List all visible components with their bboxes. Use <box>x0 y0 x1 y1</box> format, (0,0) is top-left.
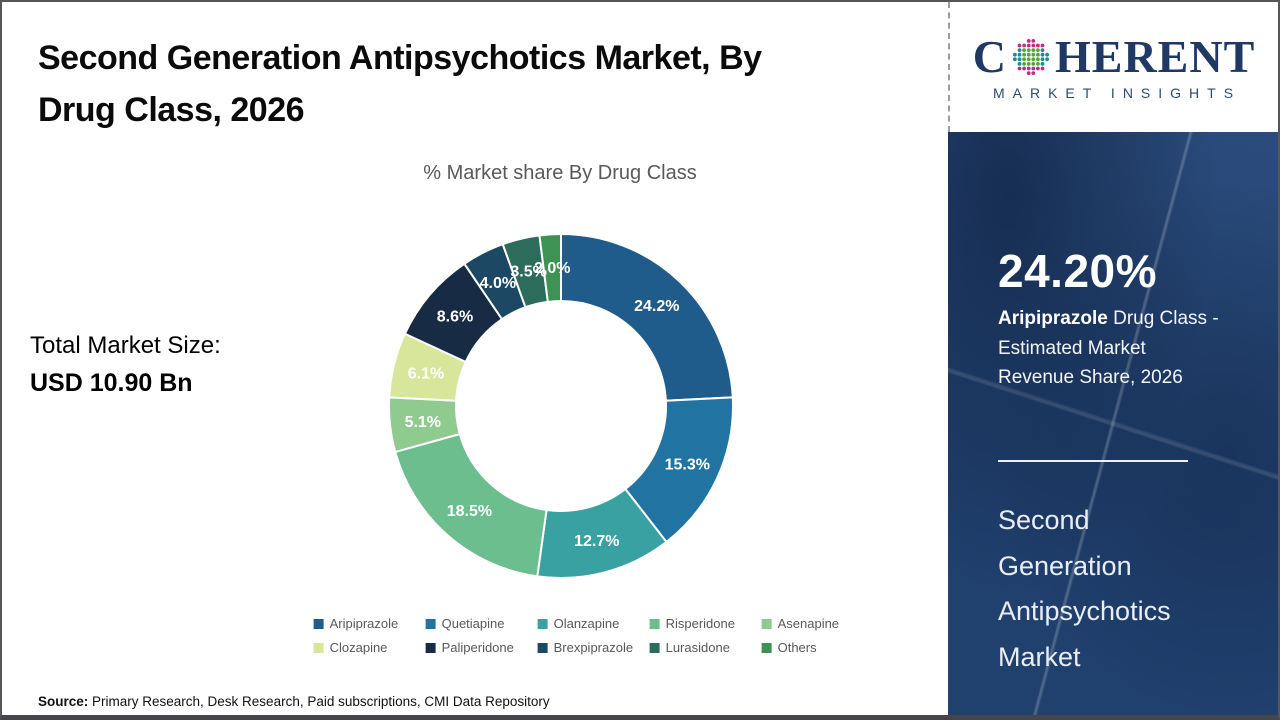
legend-item-others: Others <box>761 640 874 655</box>
legend-item-paliperidone: Paliperidone <box>425 640 538 655</box>
legend-item-aripiprazole: Aripiprazole <box>313 616 426 631</box>
brand-wordmark: C HERENT <box>972 30 1256 82</box>
highlight-description: Aripiprazole Drug Class - Estimated Marke… <box>998 308 1219 388</box>
slice-label: 8.6% <box>437 309 473 326</box>
legend-item-brexpiprazole: Brexpiprazole <box>537 640 650 655</box>
total-market-size: Total Market Size: USD 10.90 Bn <box>30 328 221 402</box>
highlight-sidebar: 24.20% Aripiprazole Drug Class - Estimate… <box>948 132 1278 715</box>
legend-label: Brexpiprazole <box>553 640 634 655</box>
sidebar-market-title: Second Generation Antipsychotics Market <box>998 505 1171 672</box>
legend-swatch <box>313 642 324 653</box>
legend-swatch <box>425 642 436 653</box>
slice-label: 2.0% <box>534 260 570 277</box>
slice-label: 5.1% <box>405 414 441 431</box>
legend-swatch <box>313 618 324 629</box>
page-title-line1: Second Generation Antipsychotics Market,… <box>38 39 762 77</box>
brand-letter-c: C <box>972 30 1007 82</box>
legend-label: Clozapine <box>329 640 388 655</box>
brand-letters-rest: HERENT <box>1054 30 1256 82</box>
total-market-size-label: Total Market Size: <box>30 332 221 359</box>
legend-item-asenapine: Asenapine <box>761 616 874 631</box>
legend-swatch <box>425 618 436 629</box>
brand-logo: C HERENT MARKET INSIGHTS <box>948 2 1278 132</box>
slice-label: 18.5% <box>447 503 492 520</box>
legend-item-olanzapine: Olanzapine <box>537 616 650 631</box>
legend-swatch <box>761 618 772 629</box>
page-title: Second Generation Antipsychotics Market,… <box>38 32 918 136</box>
slice-label: 4.0% <box>480 275 516 292</box>
brand-tagline: MARKET INSIGHTS <box>992 84 1242 101</box>
legend-item-lurasidone: Lurasidone <box>649 640 762 655</box>
slice-label: 3.5% <box>510 263 546 280</box>
page-title-line2: Drug Class, 2026 <box>38 91 305 129</box>
divider-line <box>998 460 1188 462</box>
legend-label: Lurasidone <box>665 640 730 655</box>
legend-label: Others <box>777 640 817 655</box>
legend-label: Quetiapine <box>441 616 505 631</box>
source-text: Primary Research, Desk Research, Paid su… <box>88 694 550 709</box>
donut-slice-aripiprazole <box>560 232 734 402</box>
total-market-size-value: USD 10.90 Bn <box>30 369 193 397</box>
legend-item-clozapine: Clozapine <box>313 640 426 655</box>
chart-legend: Aripiprazole Quetiapine Olanzapine Risperid… <box>313 616 874 655</box>
chart-area: % Market share By Drug Class 24.2% 15.3% 1… <box>170 152 950 712</box>
slice-label: 6.1% <box>408 365 444 382</box>
legend-label: Asenapine <box>777 616 840 631</box>
legend-label: Aripiprazole <box>329 616 399 631</box>
highlight-value: 24.20% <box>998 245 1158 297</box>
legend-swatch <box>537 642 548 653</box>
legend-item-risperidone: Risperidone <box>649 616 762 631</box>
chart-title: % Market share By Drug Class <box>423 162 697 184</box>
donut-slice-others <box>538 232 562 303</box>
legend-swatch <box>649 618 660 629</box>
slice-label: 24.2% <box>634 298 679 315</box>
source-label: Source: <box>38 694 89 709</box>
legend-swatch <box>649 642 660 653</box>
legend-label: Olanzapine <box>553 616 620 631</box>
donut-chart: 24.2% 15.3% 12.7% 18.5% 5.1% 6.1% 8.6% 4.0%3.5%… <box>388 232 734 579</box>
legend-label: Paliperidone <box>441 640 514 655</box>
slice-label: 12.7% <box>574 533 619 550</box>
globe-icon <box>1012 38 1049 75</box>
source-note: Source: Primary Research, Desk Research,… <box>38 694 550 709</box>
highlight-drug-name: Aripiprazole <box>998 308 1108 329</box>
slice-label: 15.3% <box>665 457 710 474</box>
legend-swatch <box>537 618 548 629</box>
legend-swatch <box>761 642 772 653</box>
legend-label: Risperidone <box>665 616 735 631</box>
legend-item-quetiapine: Quetiapine <box>425 616 538 631</box>
